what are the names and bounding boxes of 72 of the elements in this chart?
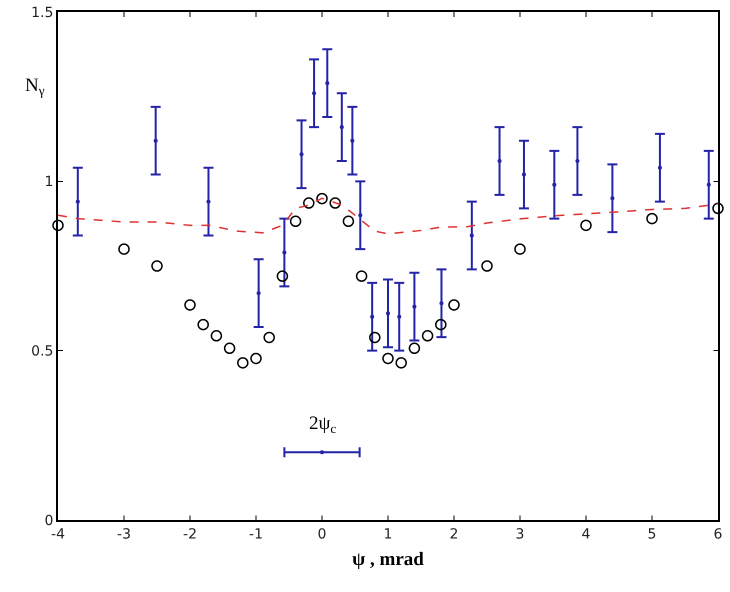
point bbox=[498, 159, 502, 164]
point bbox=[151, 260, 163, 272]
x-tick-label: -1 bbox=[249, 526, 263, 543]
point bbox=[552, 182, 556, 187]
point bbox=[303, 197, 315, 209]
point bbox=[658, 166, 662, 170]
point bbox=[329, 197, 341, 209]
point bbox=[369, 332, 381, 344]
point bbox=[522, 172, 526, 177]
point bbox=[237, 357, 249, 369]
point bbox=[320, 450, 324, 454]
x-tick-label: 0 bbox=[318, 526, 326, 543]
y-tick-label: 1 bbox=[44, 174, 54, 190]
point bbox=[575, 159, 580, 164]
point bbox=[154, 138, 158, 143]
x-tick-label: 4 bbox=[582, 526, 591, 543]
point bbox=[342, 216, 354, 228]
x-tick-label: -4 bbox=[51, 526, 66, 543]
x-tick-label: -2 bbox=[183, 526, 197, 543]
x-tick-label: -3 bbox=[117, 526, 131, 543]
point bbox=[276, 270, 288, 282]
point bbox=[290, 216, 302, 228]
point bbox=[481, 260, 493, 272]
point bbox=[356, 270, 368, 282]
point bbox=[448, 299, 460, 311]
point bbox=[263, 332, 275, 344]
x-tick-label: 6 bbox=[714, 526, 723, 543]
point bbox=[340, 125, 344, 130]
point bbox=[610, 196, 614, 200]
x-tick-label: 2 bbox=[450, 526, 458, 543]
point bbox=[224, 342, 236, 354]
point bbox=[358, 213, 362, 218]
y-tick-label: 0.5 bbox=[31, 344, 54, 360]
point bbox=[514, 243, 526, 255]
annotation: 2ψ$_{c}$ bbox=[309, 413, 336, 436]
x-tick-label: 3 bbox=[516, 526, 524, 543]
point bbox=[408, 342, 420, 354]
y-tick-label: 1.5 bbox=[31, 4, 54, 21]
point bbox=[382, 352, 394, 364]
point bbox=[184, 299, 196, 311]
point bbox=[210, 330, 222, 342]
point bbox=[76, 200, 80, 204]
point bbox=[316, 192, 328, 204]
y-tick-label: 0 bbox=[44, 512, 54, 529]
point bbox=[118, 243, 130, 255]
point bbox=[386, 311, 390, 316]
y-axis-title: N$_{γ}$ bbox=[25, 75, 45, 98]
point bbox=[282, 250, 286, 254]
point bbox=[439, 301, 444, 306]
point bbox=[250, 352, 262, 364]
point bbox=[206, 200, 210, 204]
point bbox=[435, 318, 447, 330]
x-tick-label: 1 bbox=[384, 526, 392, 543]
point bbox=[325, 81, 330, 86]
point bbox=[52, 220, 64, 232]
point bbox=[197, 318, 209, 330]
point bbox=[422, 330, 434, 342]
point bbox=[580, 220, 592, 232]
point bbox=[646, 212, 658, 224]
point bbox=[350, 138, 354, 143]
point bbox=[300, 152, 304, 156]
point bbox=[706, 182, 711, 187]
x-axis-title: ψ , mrad bbox=[352, 548, 424, 570]
point bbox=[370, 314, 374, 319]
point bbox=[712, 202, 724, 214]
point bbox=[395, 357, 407, 369]
point bbox=[470, 234, 474, 238]
point bbox=[412, 304, 416, 309]
point bbox=[312, 91, 316, 96]
point bbox=[256, 291, 261, 296]
point bbox=[397, 314, 402, 319]
x-tick-label: 5 bbox=[648, 526, 656, 543]
